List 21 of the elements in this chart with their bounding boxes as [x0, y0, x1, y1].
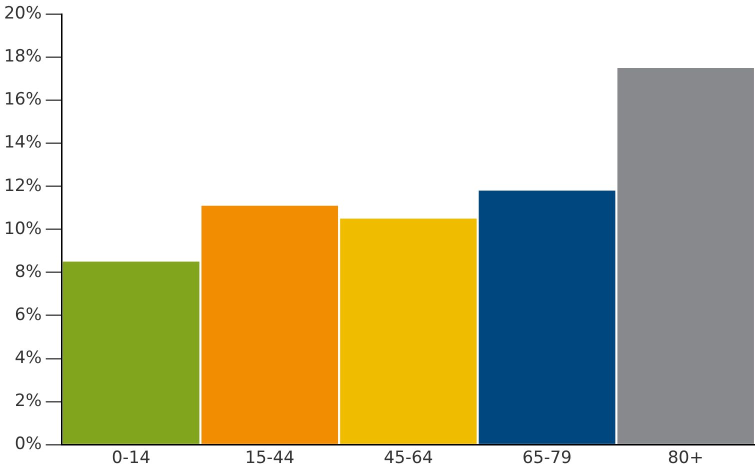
x-tick-label: 45-64 [384, 448, 434, 468]
y-tick-label: 18% [4, 46, 42, 67]
bar [617, 68, 754, 444]
bar [201, 206, 338, 444]
x-tick-label: 0-14 [112, 448, 150, 468]
x-tick-label: 15-44 [245, 448, 294, 468]
y-tick-label: 6% [14, 304, 42, 325]
y-tick-label: 8% [14, 262, 42, 282]
bar [62, 262, 200, 444]
y-tick-label: 12% [4, 176, 42, 196]
y-tick-label: 0% [14, 434, 42, 454]
y-tick-label: 2% [14, 390, 42, 411]
bar [478, 190, 616, 444]
y-tick-label: 20% [4, 4, 42, 24]
y-tick-label: 14% [4, 132, 42, 153]
x-tick-label: 80+ [668, 448, 704, 468]
y-tick-label: 4% [14, 348, 42, 368]
x-tick-label: 65-79 [522, 448, 572, 468]
y-tick-label: 16% [4, 90, 42, 110]
y-tick-label: 10% [4, 218, 42, 239]
bar [340, 218, 477, 444]
